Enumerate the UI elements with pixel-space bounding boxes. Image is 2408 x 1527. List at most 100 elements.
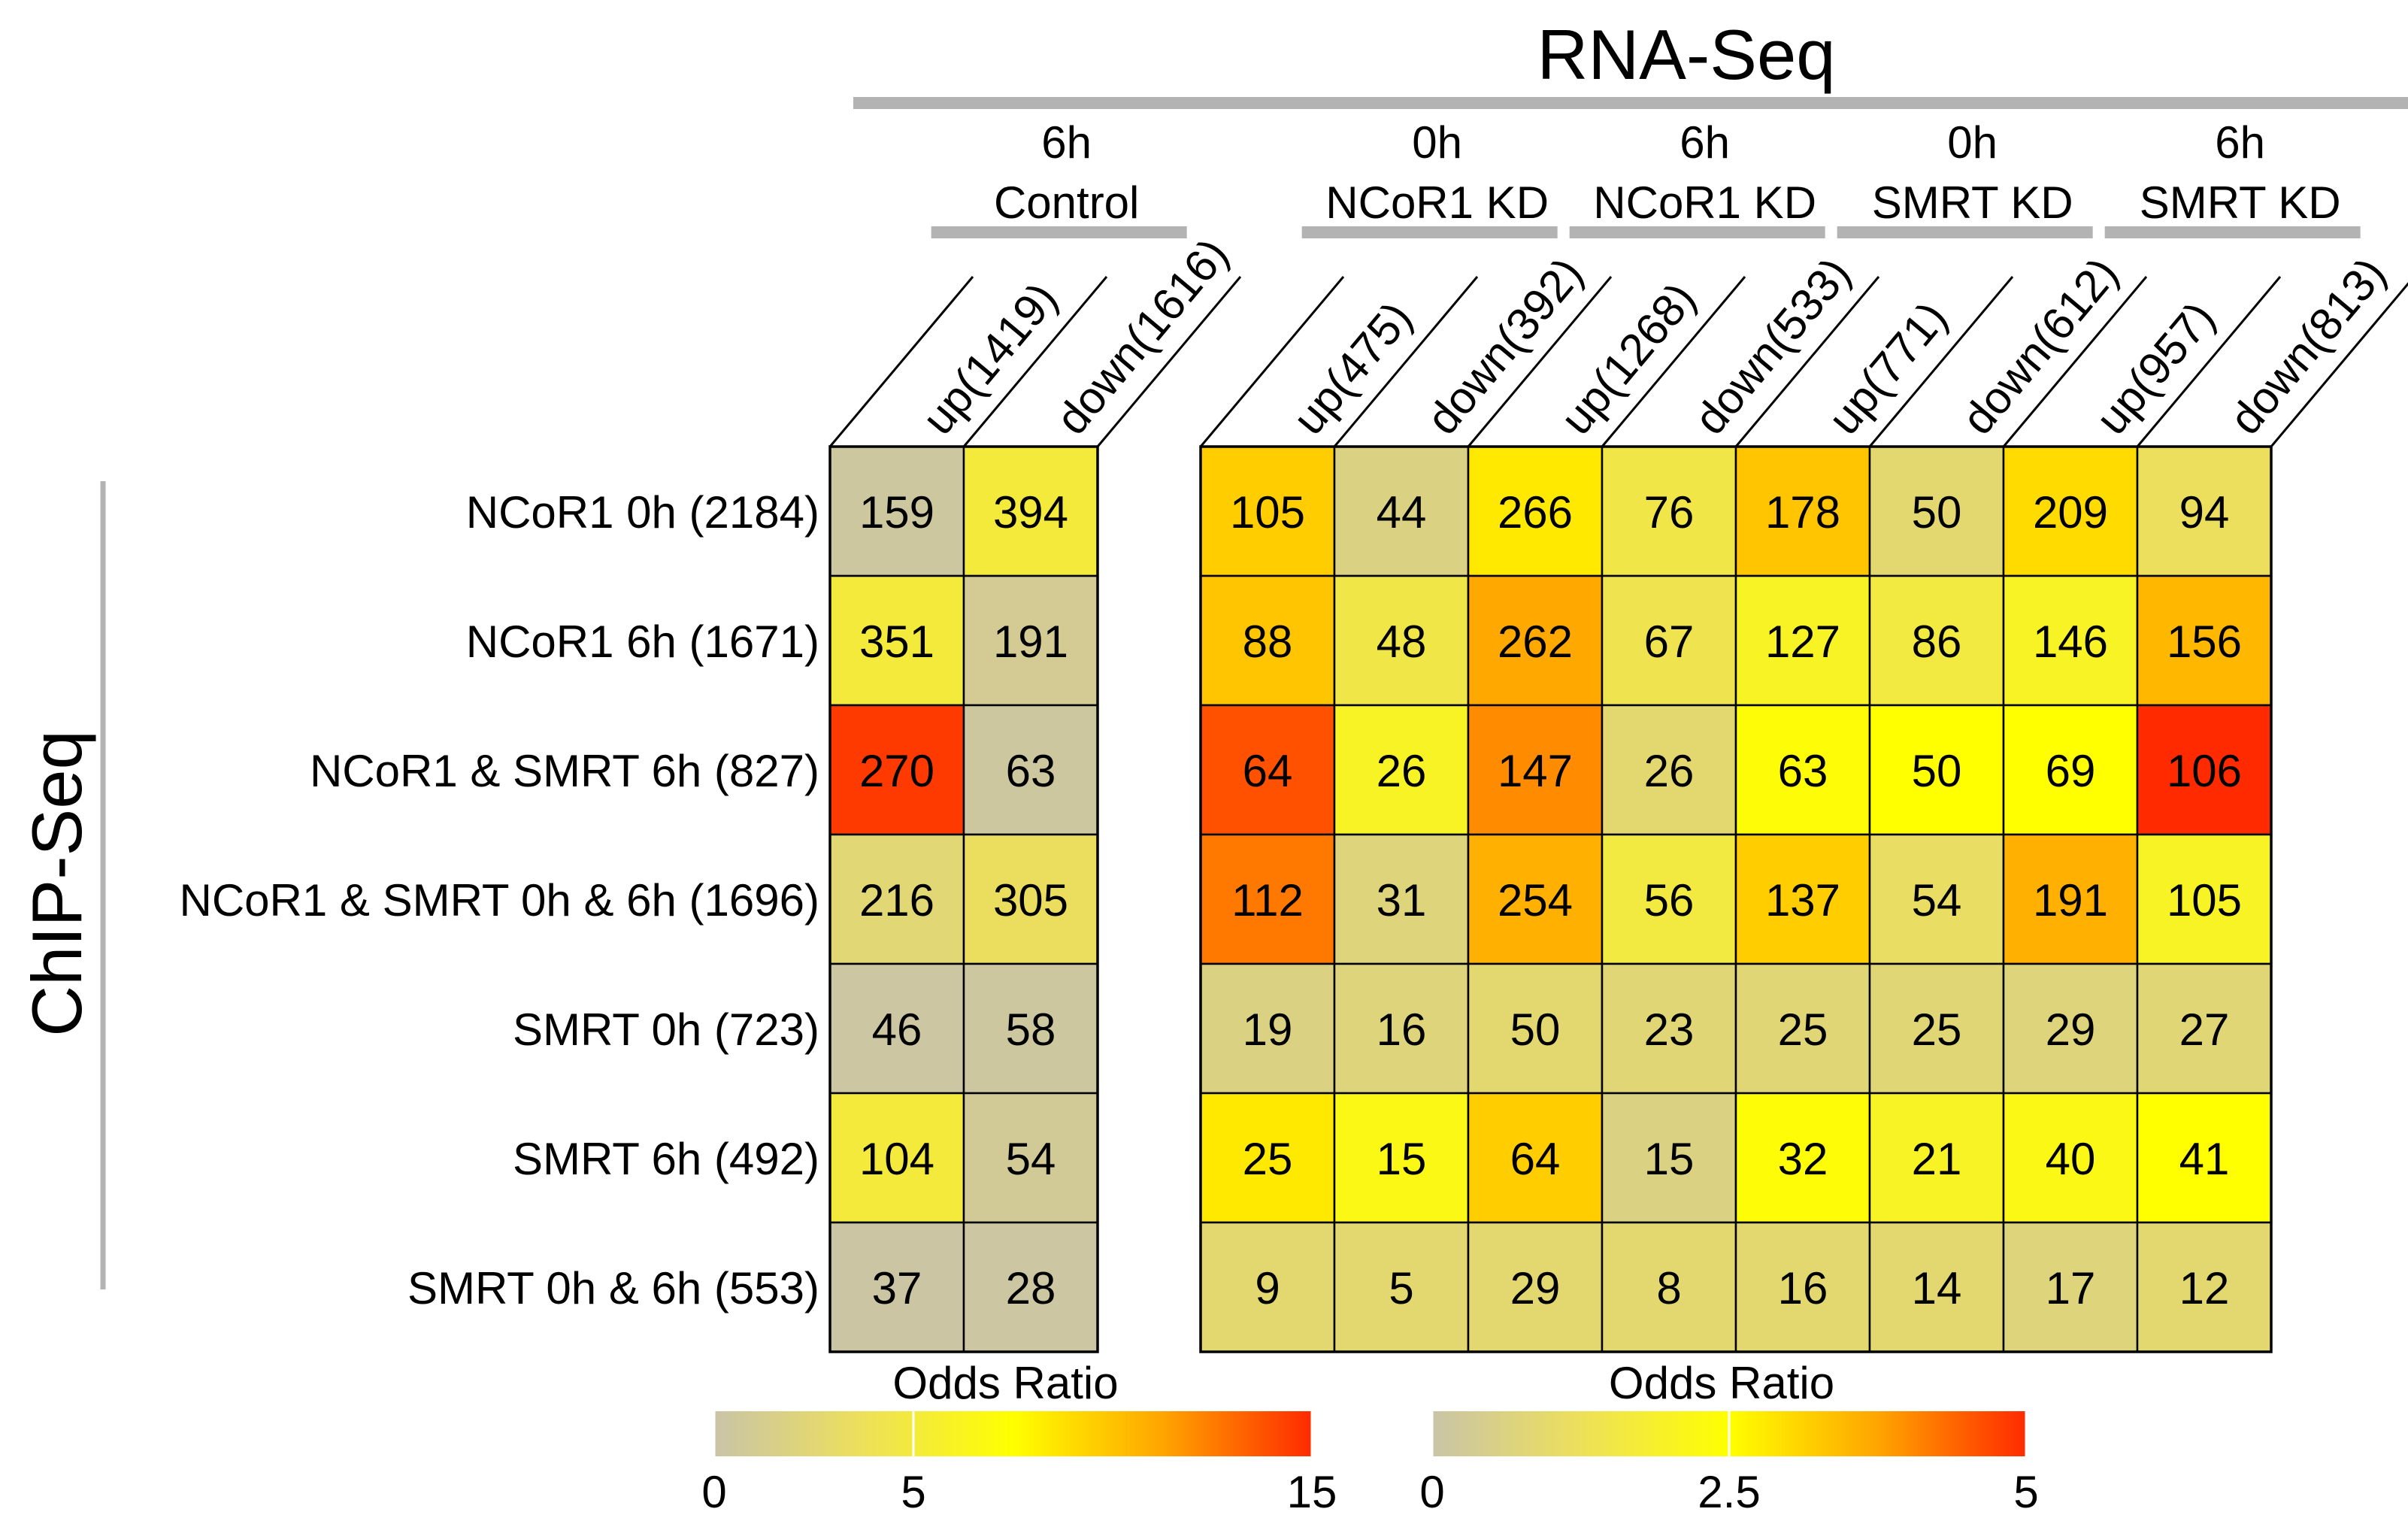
cell-value: 146 — [2033, 617, 2108, 667]
heatmap-cell — [1467, 704, 1604, 836]
column-header-divider — [2002, 276, 2148, 447]
heatmap-cell — [962, 1221, 1099, 1353]
heatmap-cell — [1199, 1221, 1336, 1353]
heatmap-cell — [1467, 962, 1604, 1095]
cell-value: 8 — [1656, 1263, 1681, 1313]
cell-value: 46 — [872, 1004, 922, 1055]
column-header-divider — [1199, 276, 1345, 447]
cell-value: 26 — [1377, 746, 1427, 796]
heatmap-cell — [828, 1092, 965, 1224]
cell-value: 137 — [1765, 875, 1840, 926]
column-header-divider — [1868, 276, 2014, 447]
heatmap-cell — [1601, 574, 1737, 707]
row-label-ncor1-6h-1671: NCoR1 6h (1671) — [466, 617, 819, 667]
group-time-label: 6h — [1041, 117, 1092, 168]
heatmap-cell — [1199, 833, 1336, 965]
cell-value: 94 — [2179, 487, 2230, 538]
column-label-down-1616: down(1616) — [1046, 229, 1238, 444]
group-condition-label: SMRT KD — [1872, 177, 2073, 228]
cell-value: 262 — [1498, 617, 1573, 667]
column-header-divider — [1734, 276, 1880, 447]
column-header-divider — [1601, 276, 1746, 447]
heatmap-cell — [1868, 704, 2005, 836]
legend-tick-label: 2.5 — [1698, 1467, 1760, 1517]
cell-value: 19 — [1243, 1004, 1293, 1055]
heatmap-cell — [2002, 445, 2139, 577]
heatmap-cell — [1333, 962, 1470, 1095]
cell-value: 105 — [1230, 487, 1305, 538]
heatmap-cell — [1601, 962, 1737, 1095]
cell-value: 56 — [1644, 875, 1695, 926]
group-header-0h-ncor1-kd: 0h NCoR1 KD — [1301, 117, 1558, 238]
cell-value: 104 — [859, 1134, 934, 1184]
legend-tick-label: 0 — [1419, 1467, 1444, 1517]
column-header-divider — [1096, 276, 1242, 447]
heatmap-cell — [1467, 445, 1604, 577]
cell-value: 86 — [1912, 617, 1962, 667]
row-label-smrt-0h-6h-553: SMRT 0h & 6h (553) — [407, 1263, 819, 1313]
cell-value: 28 — [1006, 1263, 1056, 1313]
cell-value: 9 — [1255, 1263, 1280, 1313]
cell-value: 106 — [2167, 746, 2242, 796]
cell-value: 37 — [872, 1263, 922, 1313]
cell-value: 21 — [1912, 1134, 1962, 1184]
heatmap-cell — [1601, 833, 1737, 965]
cell-value: 29 — [1510, 1263, 1561, 1313]
cell-value: 50 — [1912, 487, 1962, 538]
cell-value: 127 — [1765, 617, 1840, 667]
odds-ratio-legend: Odds Ratio 0 5 15 — [701, 1358, 1337, 1517]
cell-value: 54 — [1006, 1134, 1056, 1184]
group-condition-label: NCoR1 KD — [1325, 177, 1549, 228]
cell-value: 14 — [1912, 1263, 1962, 1313]
column-header-divider — [2270, 282, 2408, 447]
cell-value: 32 — [1778, 1134, 1828, 1184]
cell-value: 26 — [1644, 746, 1695, 796]
cell-value: 27 — [2179, 1004, 2230, 1055]
group-header-6h-ncor1-kd: 6h NCoR1 KD — [1569, 117, 1825, 238]
heatmap-cell — [1199, 1092, 1336, 1224]
group-time-label: 0h — [1412, 117, 1462, 168]
cell-value: 266 — [1498, 487, 1573, 538]
group-time-label: 6h — [2215, 117, 2265, 168]
cell-value: 23 — [1644, 1004, 1695, 1055]
heatmap-cell — [962, 962, 1099, 1095]
cell-value: 105 — [2167, 875, 2242, 926]
cell-value: 54 — [1912, 875, 1962, 926]
heatmap-cell — [1333, 704, 1470, 836]
column-header-divider — [828, 276, 974, 447]
cell-value: 58 — [1006, 1004, 1056, 1055]
cell-value: 64 — [1510, 1134, 1561, 1184]
odds-ratio-legend: Odds Ratio 0 2.5 5 — [1419, 1358, 2038, 1517]
column-label-down-813: down(813) — [2220, 248, 2396, 444]
heatmap-cell — [2136, 704, 2273, 836]
heatmap-cell — [1868, 1221, 2005, 1353]
heatmap-cell — [962, 1092, 1099, 1224]
cell-value: 254 — [1498, 875, 1573, 926]
cell-value: 48 — [1377, 617, 1427, 667]
heatmap-cell — [2136, 574, 2273, 707]
row-label-ncor1-smrt-0h-6h-1696: NCoR1 & SMRT 0h & 6h (1696) — [179, 875, 819, 926]
cell-value: 25 — [1778, 1004, 1828, 1055]
heatmap-cell — [1734, 574, 1871, 707]
row-label-ncor1-smrt-6h-827: NCoR1 & SMRT 6h (827) — [310, 746, 819, 796]
heatmap-cell — [962, 574, 1099, 707]
cell-value: 12 — [2179, 1263, 2230, 1313]
heatmap-cell — [962, 704, 1099, 836]
column-label-up-1419: up(1419) — [913, 273, 1068, 444]
column-header-divider — [1467, 276, 1613, 447]
column-header-divider — [2136, 276, 2282, 447]
cell-value: 64 — [1243, 746, 1293, 796]
heatmap-cell — [1734, 704, 1871, 836]
row-label-smrt-6h-492: SMRT 6h (492) — [513, 1134, 819, 1184]
row-label-smrt-0h-723: SMRT 0h (723) — [513, 1004, 819, 1055]
heatmap-cell — [2136, 833, 2273, 965]
heatmap-cell — [2002, 704, 2139, 836]
legend-tick-label: 15 — [1287, 1467, 1337, 1517]
cell-value: 147 — [1498, 746, 1573, 796]
cell-value: 76 — [1644, 487, 1695, 538]
cell-value: 63 — [1006, 746, 1056, 796]
cell-value: 67 — [1644, 617, 1695, 667]
